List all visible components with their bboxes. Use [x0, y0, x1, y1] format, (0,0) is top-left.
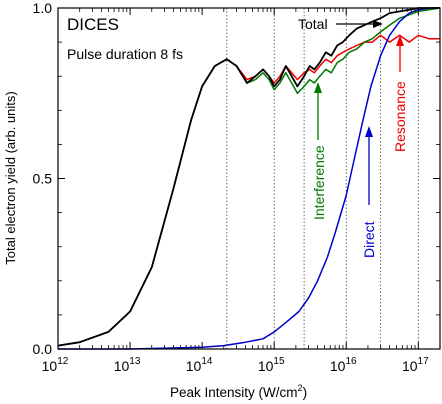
series-direct-line — [58, 7, 440, 350]
annotations: Total Interference Direct Resonance — [298, 16, 408, 258]
x-axis-label: Peak Intensity (W/cm2) — [170, 383, 307, 400]
total-label: Total — [298, 16, 328, 32]
x-tick-label-0: 1012 — [42, 356, 69, 374]
interference-arrowhead — [314, 82, 322, 93]
y-tick-label-0: 0.0 — [33, 341, 53, 357]
x-tick-label-5: 1017 — [402, 356, 429, 374]
total-arrowhead — [373, 20, 383, 28]
chart-title: DICES — [67, 15, 119, 34]
y-tick-label-1: 0.5 — [33, 171, 53, 187]
x-tick-label-1: 1013 — [114, 356, 141, 374]
series-total-line — [57, 7, 440, 347]
x-tick-label-2: 1014 — [186, 356, 213, 374]
direct-label: Direct — [361, 221, 377, 258]
direct-arrowhead — [365, 126, 373, 137]
y-tick-label-2: 1.0 — [33, 0, 53, 16]
resonance-arrowhead — [396, 35, 404, 46]
vertical-gridlines — [226, 8, 419, 349]
series-layer — [57, 7, 441, 350]
interference-label: Interference — [311, 145, 327, 220]
x-axis: 1012 1013 1014 1015 1016 1017 — [42, 8, 441, 374]
x-tick-label-4: 1016 — [330, 356, 357, 374]
y-axis-label: Total electron yield (arb. units) — [3, 91, 18, 264]
y-axis: 0.0 0.5 1.0 — [33, 0, 440, 357]
x-tick-label-3: 1015 — [258, 356, 285, 374]
resonance-label: Resonance — [392, 81, 408, 152]
chart-subtitle: Pulse duration 8 fs — [67, 46, 183, 62]
